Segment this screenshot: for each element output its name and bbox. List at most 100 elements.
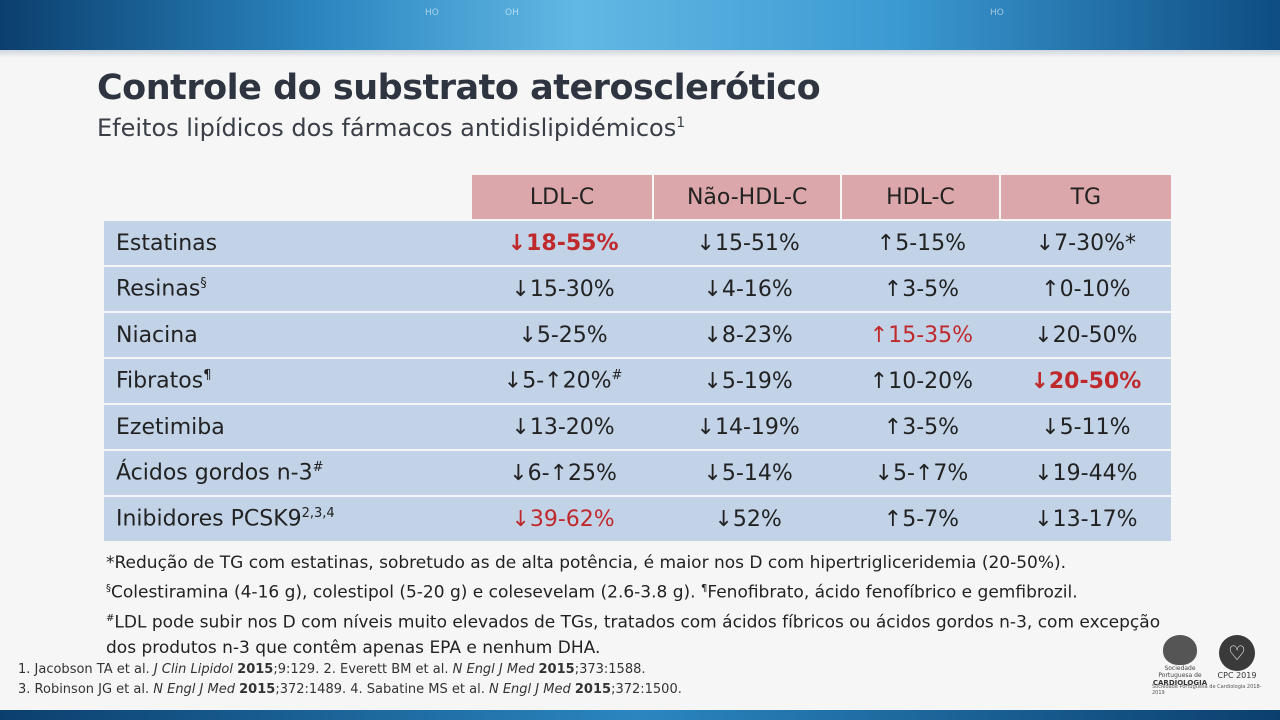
footnote-mark: ¶ [700, 583, 708, 594]
reference-line: 1. Jacobson TA et al. J Clin Lipidol 201… [18, 660, 682, 680]
footnote-text: Colestiramina (4-16 g), colestipol (5-20… [111, 582, 701, 603]
heart-icon [1163, 635, 1197, 665]
ref-text: ;373:1588. [574, 662, 646, 677]
cell-tg: ↓7-30%* [1000, 221, 1171, 265]
cell-ldl: ↓15-30% [472, 267, 655, 311]
drug-label: Niacina [116, 322, 198, 348]
drug-label: Estatinas [116, 230, 218, 256]
cpc-logo: ♡ CPC 2019 [1214, 635, 1260, 680]
cpc-logo-text: CPC 2019 [1217, 671, 1257, 680]
cell-footnote: # [611, 368, 623, 384]
top-banner: HO OH HO [0, 0, 1280, 50]
subtitle-text: Efeitos lipídicos dos fármacos antidisli… [97, 114, 677, 142]
drug-name: Ácidos gordos n-3# [104, 451, 472, 495]
drug-name: Fibratos¶ [104, 359, 472, 403]
cell-ldl: ↓18-55% [472, 221, 655, 265]
cell-hdl: ↑5-15% [842, 221, 1001, 265]
table-row: Estatinas ↓18-55% ↓15-51% ↑5-15% ↓7-30%* [104, 221, 1171, 265]
heart-icon: ♡ [1219, 635, 1255, 671]
molecule-decoration: OH [505, 8, 519, 18]
cell-tg: ↓19-44% [1000, 451, 1171, 495]
cell-hdl: ↑3-5% [842, 267, 1001, 311]
col-header-hdl: HDL-C [842, 175, 1001, 219]
cell-tg: ↑0-10% [1000, 267, 1171, 311]
bottom-banner [0, 710, 1280, 720]
cell-nonhdl: ↓8-23% [654, 313, 843, 357]
drug-label: Ácidos gordos n-3 [116, 460, 313, 486]
header-empty-cell [104, 175, 472, 219]
ref-text: 1. Jacobson TA et al. [18, 662, 154, 677]
ref-journal: N Engl J Med [153, 682, 235, 697]
cell-ldl: ↓13-20% [472, 405, 655, 449]
drug-footnote: ¶ [203, 368, 212, 384]
references: 1. Jacobson TA et al. J Clin Lipidol 201… [18, 660, 682, 700]
ref-text: ;9:129. 2. Everett BM et al. [273, 662, 453, 677]
ref-year: 2015 [237, 662, 274, 677]
ref-year: 2015 [538, 662, 575, 677]
cell-nonhdl: ↓4-16% [654, 267, 843, 311]
footnote-ldl: #LDL pode subir nos D com níveis muito e… [106, 606, 1186, 662]
col-header-tg: TG [1000, 175, 1171, 219]
spc-logo: Sociedade Portuguesa de CARDIOLOGIA [1150, 635, 1210, 687]
page-title: Controle do substrato aterosclerótico [97, 68, 821, 108]
footnote-statins: *Redução de TG com estatinas, sobretudo … [106, 553, 1067, 573]
logo-footer-text: Sociedade Portuguesa de Cardiologia 2018… [1152, 684, 1262, 696]
banner-shadow [0, 50, 1280, 58]
cell-tg: ↓20-50% [1000, 359, 1171, 403]
drug-label: Ezetimiba [116, 414, 225, 440]
drug-footnote: § [200, 276, 207, 292]
table-row: Resinas§ ↓15-30% ↓4-16% ↑3-5% ↑0-10% [104, 267, 1171, 311]
col-header-nonhdl: Não-HDL-C [654, 175, 843, 219]
page-subtitle: Efeitos lipídicos dos fármacos antidisli… [97, 114, 685, 142]
ref-text: 3. Robinson JG et al. [18, 682, 154, 697]
spc-logo-title: CARDIOLOGIA [1152, 679, 1208, 687]
cell-tg: ↓13-17% [1000, 497, 1171, 541]
ref-journal: N Engl J Med [452, 662, 535, 677]
cell-tg: ↓20-50% [1000, 313, 1171, 357]
cell-ldl: ↓5-25% [472, 313, 655, 357]
table-row: Ezetimiba ↓13-20% ↓14-19% ↑3-5% ↓5-11% [104, 405, 1171, 449]
molecule-decoration: HO [990, 8, 1004, 18]
col-header-ldl: LDL-C [472, 175, 655, 219]
drug-label: Fibratos [116, 368, 204, 394]
footnotes: *Redução de TG com estatinas, sobretudo … [106, 550, 1186, 661]
spc-logo-text: Sociedade Portuguesa de [1158, 665, 1202, 679]
table-row: Ácidos gordos n-3# ↓6-↑25% ↓5-14% ↓5-↑7%… [104, 451, 1171, 495]
table-header-row: LDL-C Não-HDL-C HDL-C TG [104, 175, 1171, 219]
drug-label: Resinas [116, 276, 201, 302]
cell-hdl: ↑10-20% [842, 359, 1001, 403]
lipid-effects-table: LDL-C Não-HDL-C HDL-C TG Estatinas ↓18-5… [104, 173, 1171, 543]
cell-ldl: ↓5-↑20%# [472, 359, 655, 403]
cell-ldl: ↓6-↑25% [472, 451, 655, 495]
footnote-mark: § [106, 583, 111, 594]
cell-hdl: ↑5-7% [842, 497, 1001, 541]
ref-text: ;372:1489. 4. Sabatine MS et al. [275, 682, 489, 697]
cell-nonhdl: ↓5-14% [654, 451, 843, 495]
footnote-mark: # [106, 612, 115, 624]
footnote-text: Fenofibrato, ácido fenofíbrico e gemfibr… [707, 582, 1078, 603]
table-row: Niacina ↓5-25% ↓8-23% ↑15-35% ↓20-50% [104, 313, 1171, 357]
drug-name: Niacina [104, 313, 472, 357]
reference-line: 3. Robinson JG et al. N Engl J Med 2015;… [18, 680, 682, 700]
cell-tg: ↓5-11% [1000, 405, 1171, 449]
ref-journal: J Clin Lipidol [153, 662, 234, 677]
drug-name: Estatinas [104, 221, 472, 265]
cell-nonhdl: ↓15-51% [654, 221, 843, 265]
cell-nonhdl: ↓52% [654, 497, 843, 541]
subtitle-ref: 1 [676, 115, 686, 131]
footnote-text: LDL pode subir nos D com níveis muito el… [106, 612, 1161, 659]
ref-journal: N Engl J Med [488, 682, 571, 697]
cell-ldl-value: ↓5-↑20% [503, 368, 612, 394]
drug-footnote: # [312, 460, 324, 476]
molecule-decoration: HO [425, 8, 439, 18]
drug-name: Resinas§ [104, 267, 472, 311]
footnote-resins-fibrates: §Colestiramina (4-16 g), colestipol (5-2… [106, 576, 1186, 606]
ref-year: 2015 [574, 682, 612, 697]
drug-label: Inibidores PCSK9 [116, 506, 302, 532]
cell-hdl: ↓5-↑7% [842, 451, 1001, 495]
cell-nonhdl: ↓14-19% [654, 405, 843, 449]
drug-name: Inibidores PCSK92,3,4 [104, 497, 472, 541]
cell-nonhdl: ↓5-19% [654, 359, 843, 403]
ref-text: ;372:1500. [611, 682, 682, 697]
drug-footnote: 2,3,4 [301, 506, 335, 522]
